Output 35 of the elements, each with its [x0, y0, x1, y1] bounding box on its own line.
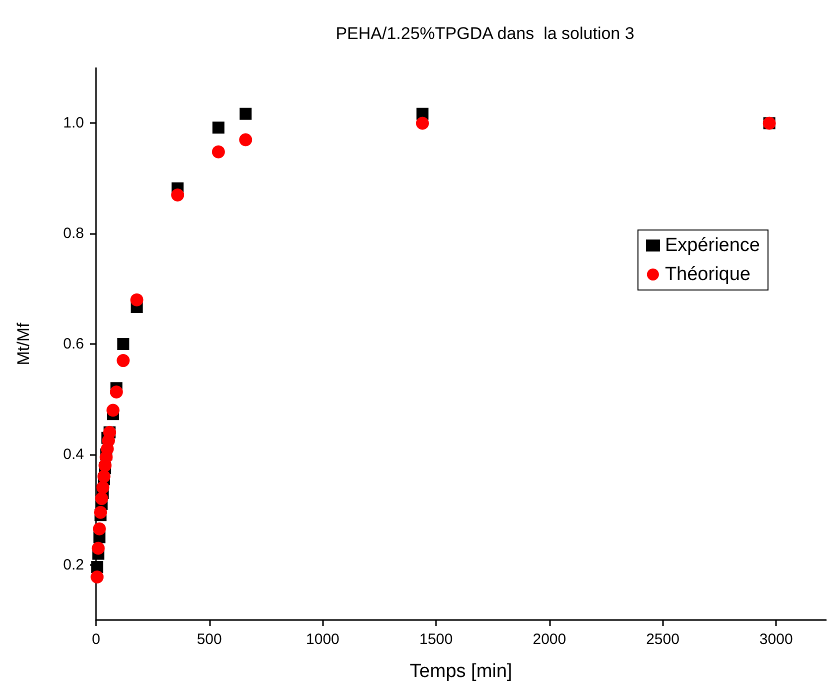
x-tick-label: 2500	[646, 631, 680, 648]
y-axis-title: Mt/Mf	[14, 322, 33, 366]
x-tick-label: 3000	[759, 631, 793, 648]
point	[110, 386, 123, 399]
point	[116, 354, 130, 368]
point	[92, 542, 105, 555]
x-axis-title: Temps [min]	[410, 661, 512, 682]
point	[171, 188, 184, 202]
y-tick-label: 1.0	[63, 114, 84, 132]
chart-title: PEHA/1.25%TPGDA dans la solution 3	[336, 24, 634, 43]
x-tick-label: 1500	[419, 631, 453, 648]
y-tick-label: 0.2	[63, 556, 84, 574]
point	[97, 470, 110, 483]
y-tick-label: 0.4	[63, 446, 84, 463]
point	[212, 122, 224, 134]
point	[90, 570, 104, 584]
point	[117, 338, 130, 350]
legend-label: Théorique	[664, 264, 751, 285]
y-tick-label: 0.8	[63, 225, 84, 242]
x-tick-label: 0	[92, 631, 100, 648]
point	[212, 145, 225, 158]
point	[92, 522, 106, 536]
legend-label: Expérience	[664, 235, 760, 256]
point	[106, 404, 120, 417]
x-tick-label: 1000	[306, 631, 340, 648]
point	[130, 293, 144, 306]
point	[94, 506, 108, 519]
y-tick-label: 0.6	[63, 336, 84, 352]
point	[416, 116, 429, 130]
point	[96, 481, 110, 494]
point	[240, 108, 252, 120]
x-tick-label: 500	[196, 631, 222, 648]
x-tick-label: 2000	[532, 631, 566, 648]
point	[95, 492, 108, 506]
point	[239, 133, 252, 146]
